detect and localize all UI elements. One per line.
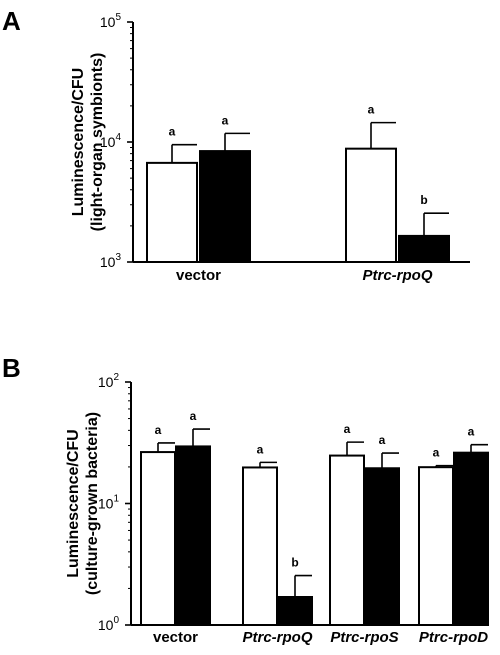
- panel-b-ptrc-rpod-open-bar: [418, 466, 454, 627]
- panel-b-vector-open-bar: [140, 451, 176, 626]
- panel-b-category-label-ptrc-rpoq: Ptrc-rpoQ: [242, 629, 312, 646]
- panel-b-ptrc-rpos-filled-bar: [364, 467, 400, 627]
- panel-a-ytick-exp: 3: [115, 252, 121, 263]
- panel-b-ytick-exp: 2: [113, 372, 119, 383]
- panel-a-ylabel-line-2: (light-organ symbionts): [89, 53, 106, 232]
- panel-b-ptrc-rpos-filled-significance: a: [379, 433, 386, 447]
- panel-b-ptrc-rpod-filled-significance: a: [468, 425, 475, 439]
- panel-a-category-label-ptrc-rpoq: Ptrc-rpoQ: [362, 267, 432, 284]
- panel-b-ptrc-rpos-open-bar: [329, 454, 365, 626]
- panel-b-ptrc-rpoq-filled-bar: [277, 596, 313, 626]
- panel-b-ptrc-rpos-open-significance: a: [344, 422, 351, 436]
- panel-a-ytick-label: 104: [100, 132, 122, 150]
- panel-b-ptrc-rpoq-filled-significance: b: [291, 556, 298, 570]
- panel-b-ylabel-line-1: Luminescence/CFU: [65, 429, 82, 577]
- panel-a-vector-filled-bar: [199, 150, 251, 263]
- panel-a-ytick-exp: 5: [115, 12, 121, 23]
- panel-a-ptrc-rpoq-filled-bar: [398, 234, 450, 264]
- panel-b-category-label-vector: vector: [153, 629, 198, 646]
- panel-a-ptrc-rpoq-filled-significance: b: [420, 193, 427, 207]
- panel-a-vector-open-significance: a: [169, 125, 176, 139]
- panel-b-ptrc-rpoq-open-bar: [242, 466, 278, 626]
- panel-a-ytick-base: 10: [100, 14, 116, 30]
- panel-a-ytick-exp: 4: [115, 132, 121, 143]
- panel-b-ytick-base: 10: [98, 496, 114, 512]
- panel-a-ytick-label: 103: [100, 252, 122, 270]
- panel-b-ptrc-rpod-filled-bar: [453, 451, 489, 626]
- panel-a-ytick-base: 10: [100, 134, 116, 150]
- panel-b-category-label-ptrc-rpod: Ptrc-rpoD: [419, 629, 488, 646]
- panel-b-ytick-base: 10: [98, 374, 114, 390]
- panel-b-ytick-base: 10: [98, 617, 114, 633]
- panel-a-ytick-label: 105: [100, 12, 122, 30]
- panel-a-ytick-base: 10: [100, 254, 116, 270]
- panel-a-vector-filled-significance: a: [222, 113, 229, 127]
- panel-b-ptrc-rpoq-open-significance: a: [257, 442, 264, 456]
- panel-b-ptrc-rpod-open-significance: a: [433, 446, 440, 460]
- panel-a-ptrc-rpoq-open-significance: a: [368, 103, 375, 117]
- panel-b-category-label-ptrc-rpos: Ptrc-rpoS: [330, 629, 398, 646]
- panel-a-ylabel-line-1: Luminescence/CFU: [70, 68, 87, 216]
- panel-b-vector-filled-bar: [175, 445, 211, 626]
- panel-b-ytick-label: 101: [98, 494, 120, 512]
- panel-b-ylabel-line-2: (culture-grown bacteria): [84, 412, 101, 595]
- panel-b-ytick-exp: 1: [113, 494, 119, 505]
- panel-b-ytick-exp: 0: [113, 615, 119, 626]
- panel-b-ytick-label: 100: [98, 615, 120, 633]
- panel-a-letter: A: [2, 6, 21, 36]
- panel-b-vector-open-significance: a: [155, 423, 162, 437]
- panel-a-ptrc-rpoq-open-bar: [345, 147, 397, 263]
- panel-b-letter: B: [2, 353, 21, 383]
- panel-a-category-label-vector: vector: [176, 267, 221, 284]
- panel-b-ytick-label: 102: [98, 372, 120, 390]
- panel-a-vector-open-bar: [146, 161, 198, 263]
- panel-b-vector-filled-significance: a: [190, 409, 197, 423]
